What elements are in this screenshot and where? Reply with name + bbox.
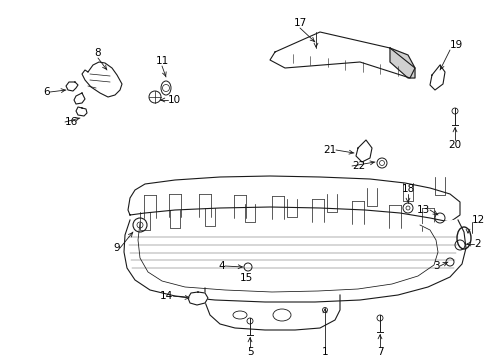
Polygon shape: [355, 140, 371, 162]
Polygon shape: [128, 176, 459, 222]
Polygon shape: [187, 292, 207, 305]
Text: 14: 14: [160, 291, 173, 301]
Polygon shape: [269, 32, 414, 78]
Polygon shape: [204, 288, 339, 330]
Text: 21: 21: [322, 145, 335, 155]
Text: 20: 20: [447, 140, 461, 150]
Text: 9: 9: [113, 243, 120, 253]
Text: 16: 16: [65, 117, 78, 127]
Text: 18: 18: [401, 184, 414, 194]
Text: 13: 13: [416, 205, 429, 215]
Text: 8: 8: [95, 48, 101, 58]
Polygon shape: [429, 65, 444, 90]
Polygon shape: [124, 220, 465, 302]
Text: 11: 11: [155, 56, 168, 66]
Text: 19: 19: [449, 40, 462, 50]
Text: 10: 10: [168, 95, 181, 105]
Text: 6: 6: [43, 87, 50, 97]
Text: 12: 12: [471, 215, 484, 225]
Text: 17: 17: [293, 18, 306, 28]
Text: 22: 22: [351, 161, 365, 171]
Text: 4: 4: [218, 261, 224, 271]
Text: 1: 1: [321, 347, 327, 357]
Polygon shape: [389, 48, 414, 78]
Text: 15: 15: [240, 273, 253, 283]
Text: 2: 2: [473, 239, 480, 249]
Text: 7: 7: [376, 347, 383, 357]
Text: 5: 5: [246, 347, 253, 357]
Text: 3: 3: [432, 261, 439, 271]
